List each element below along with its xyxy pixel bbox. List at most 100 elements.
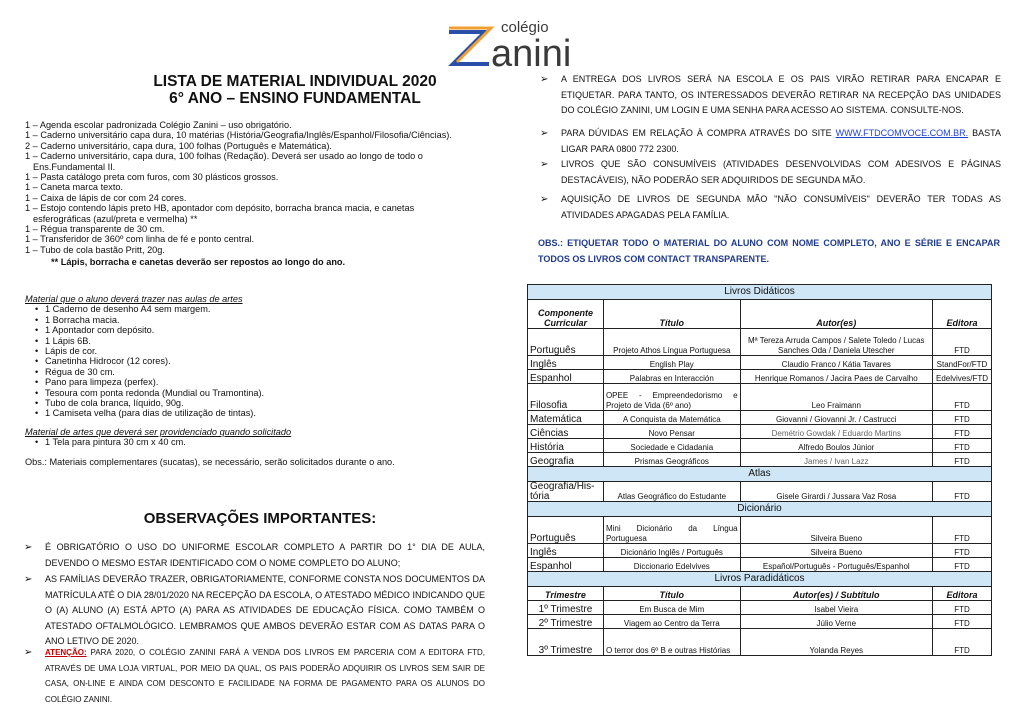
right-obs: Obs.: Etiquetar todo o material do aluno…: [538, 238, 1000, 264]
arts-item-text: Tubo de cola branca, líquido, 90g.: [45, 398, 184, 409]
books-table: Livros Didáticos Componente Curricular Tít…: [527, 284, 993, 656]
table-row: 3º Trimestre O terror dos 6º B e outras H…: [527, 628, 993, 656]
cell-publisher: FTD: [931, 410, 993, 425]
bullet-icon: •: [35, 366, 39, 377]
table-row: Espanhol Diccionario Edelvives Español/Por…: [527, 557, 993, 572]
cell-author: Demétrio Gowdak / Eduardo Martins: [739, 424, 933, 439]
materials-note: ** Lápis, borracha e canetas deverão ser…: [51, 257, 346, 268]
cell-title: Dicionário Inglês / Português: [602, 543, 741, 558]
cell-title: English Play: [602, 355, 741, 370]
arts-item-text: 1 Lápis 6B.: [45, 335, 91, 346]
cell-publisher: FTD: [931, 614, 993, 629]
cell-title: Projeto Athos Língua Portuguesa: [602, 328, 741, 356]
section-header-row: Atlas: [527, 466, 992, 482]
column-header-row: Trimestre Título Autor(es) / Subtítulo Edit…: [527, 586, 993, 601]
column-header: Componente Curricular: [527, 299, 604, 329]
arts-item-text: 1 Borracha macia.: [45, 314, 120, 325]
arts-item-text: 1 Camiseta velha (para dias de utilizaçã…: [45, 408, 256, 419]
cell-subject: Filosofia: [527, 383, 604, 411]
material-item: 1 – Caderno universitário, capa dura, 10…: [25, 151, 423, 162]
cell-author: Alfredo Boulos Júnior: [739, 438, 933, 453]
material-item: 1 – Agenda escolar padronizada Colégio Z…: [25, 120, 292, 130]
arts-item: • Pano para limpeza (perfex).: [25, 377, 495, 387]
section-title: Livros Paradidáticos: [527, 571, 992, 587]
cell-title: Mini Dicionário da Língua Portuguesa: [602, 516, 741, 544]
svg-text:anini: anini: [491, 33, 571, 70]
material-item: 1 – Tubo de cola bastão Pritt, 20g.: [25, 244, 165, 255]
cell-author: Español/Português - Português/Espanhol: [739, 557, 933, 572]
cell-publisher: Edelvives/FTD: [931, 369, 993, 384]
cell-title: Prismas Geográficos: [602, 452, 741, 467]
cell-subject: Matemática: [527, 410, 604, 425]
cell-title: O terror dos 6º B e outras Histórias: [602, 628, 741, 656]
cell-publisher: FTD: [931, 557, 993, 572]
arrow-bullet-icon: ➢: [540, 159, 549, 170]
material-item: 1 – Régua transparente de 30 cm.: [25, 224, 165, 235]
arts-title-2: Material de artes que deverá ser provide…: [25, 426, 292, 437]
arrow-bullet-icon: ➢: [24, 647, 33, 658]
section-title: Atlas: [527, 466, 992, 482]
material-item: esferográficas (azul/preta e vermelha) *…: [33, 213, 198, 224]
cell-title: Viagem ao Centro da Terra: [602, 614, 741, 629]
table-row: Português Projeto Athos Língua Portuguesa…: [527, 328, 993, 356]
attention-item: ➢ Atenção: Para 2020, o Colégio Zanini f…: [24, 647, 485, 704]
arts-item: • 1 Camiseta velha (para dias de utilizaç…: [25, 408, 495, 418]
bullet-icon: •: [35, 377, 39, 388]
table-row: 1º Trimestre Em Busca de Mim Isabel Vieira…: [527, 600, 993, 615]
arts-item: • 1 Caderno de desenho A4 sem margem.: [25, 304, 495, 314]
cell-title: Atlas Geográfico do Estudante: [602, 481, 741, 502]
right-item: ➢ Aquisição de livros de segunda mão "nã…: [540, 194, 1001, 220]
cell-title: Novo Pensar: [602, 424, 741, 439]
cell-publisher: FTD: [931, 481, 993, 502]
material-item: 1 – Caixa de lápis de cor com 24 cores.: [25, 192, 187, 203]
bullet-icon: •: [35, 346, 39, 357]
arts-title: Material que o aluno deverá trazer nas a…: [25, 294, 243, 304]
page-title: LISTA DE MATERIAL INDIVIDUAL 2020: [153, 73, 437, 90]
arts-item: • Lápis de cor.: [25, 346, 495, 356]
bullet-icon: •: [35, 387, 39, 398]
cell-author: Giovanni / Giovanni Jr. / Castrucci: [739, 410, 933, 425]
cell-author: Júlio Verne: [739, 614, 933, 629]
section-header-row: Dicionário: [527, 501, 992, 517]
table-row: 2º Trimestre Viagem ao Centro da Terra Júl…: [527, 614, 993, 629]
cell-publisher: FTD: [931, 516, 993, 544]
table-row: Português Mini Dicionário da Língua Portu…: [527, 516, 993, 544]
arrow-bullet-icon: ➢: [540, 128, 549, 139]
material-item: 2 – Caderno universitário, capa dura, 10…: [25, 140, 332, 151]
table-row: Espanhol Palabras en Interacción Henrique …: [527, 369, 993, 384]
cell-author: Henrique Romanos / Jacira Paes de Carval…: [739, 369, 933, 384]
cell-title: Palabras en Interacción: [602, 369, 741, 384]
observation-item: ➢ É obrigatório o uso do uniforme escola…: [24, 542, 485, 568]
column-header: Editora: [931, 299, 993, 329]
section-title: Dicionário: [527, 501, 992, 517]
arts-item: • Canetinha Hidrocor (12 cores).: [25, 356, 495, 366]
bullet-icon: •: [35, 356, 39, 367]
ftd-link[interactable]: www.ftdcomvoce.com.br.: [835, 128, 969, 138]
cell-subject: 3º Trimestre: [527, 628, 604, 656]
cell-subject: Geografia/His-tória: [527, 481, 604, 502]
cell-publisher: FTD: [931, 438, 993, 453]
bullet-icon: •: [35, 408, 39, 419]
arts-item-text: Canetinha Hidrocor (12 cores).: [45, 356, 171, 367]
arts-item-text: Lápis de cor.: [45, 346, 98, 357]
cell-author: Yolanda Reyes: [739, 628, 933, 656]
material-item: Ens.Fundamental II.: [33, 161, 116, 172]
arrow-bullet-icon: ➢: [540, 74, 549, 85]
cell-publisher: FTD: [931, 424, 993, 439]
cell-subject: Inglês: [527, 543, 604, 558]
arts-item-text: Régua de 30 cm.: [45, 366, 115, 377]
cell-subject: Inglês: [527, 355, 604, 370]
arts-item-text: 1 Apontador com depósito.: [45, 325, 155, 336]
bullet-icon: •: [35, 335, 39, 346]
table-row: Inglês English Play Claudio Franco / Kátia…: [527, 355, 993, 370]
observations-title: OBSERVAÇÕES IMPORTANTES:: [143, 510, 377, 527]
right-item: ➢ Livros que são consumíveis (atividades…: [540, 159, 1001, 185]
cell-publisher: FTD: [931, 452, 993, 467]
cell-publisher: FTD: [931, 383, 993, 411]
table-row: História Sociedade e Cidadania Alfredo Bou…: [527, 438, 993, 453]
column-header-row: Componente Curricular Título Autor(es) Edit…: [527, 299, 993, 329]
cell-publisher: FTD: [931, 328, 993, 356]
cell-author: James / Ivan Lazz: [739, 452, 933, 467]
table-row: Geografia/His-tória Atlas Geográfico do E…: [527, 481, 993, 502]
bullet-icon: •: [35, 325, 39, 336]
